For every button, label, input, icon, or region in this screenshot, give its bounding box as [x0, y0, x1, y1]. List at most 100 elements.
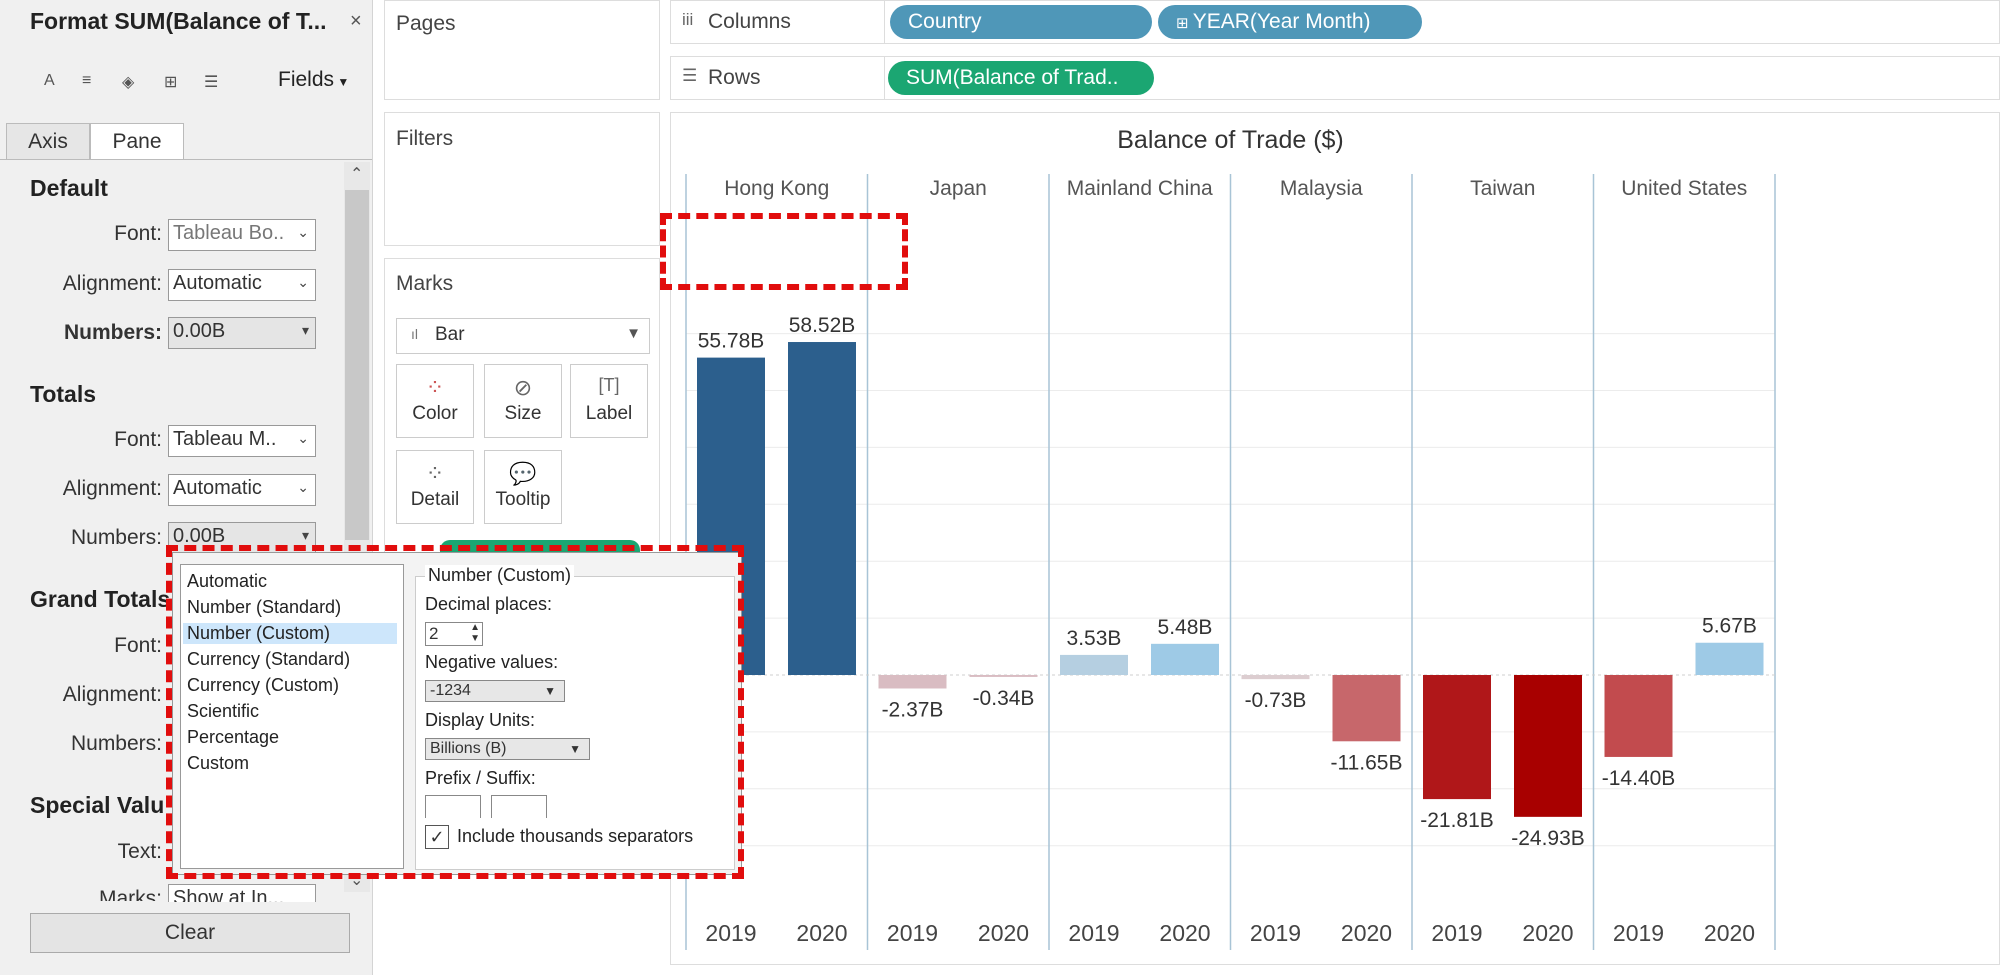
- year-tick-label: 2020: [1159, 920, 1210, 946]
- totals-alignment-label: Alignment:: [62, 477, 162, 500]
- mark-type-value: Bar: [435, 324, 465, 345]
- rows-icon: ☰: [682, 66, 698, 85]
- special-values-heading: Special Valu: [30, 792, 165, 818]
- default-alignment-value: Automatic: [173, 272, 262, 294]
- shading-icon[interactable]: ◈: [122, 74, 135, 91]
- suffix-input[interactable]: [491, 795, 547, 818]
- grand-totals-heading: Grand Totals: [30, 586, 171, 612]
- chevron-down-icon: ⌄: [297, 224, 309, 240]
- country-header: United States: [1621, 177, 1747, 200]
- year-tick-label: 2020: [1522, 920, 1573, 946]
- scroll-up-icon[interactable]: ⌃: [350, 166, 364, 183]
- balance-pill[interactable]: SUM(Balance of Trad..: [888, 61, 1154, 95]
- default-heading: Default: [30, 175, 108, 201]
- marks-title: Marks: [396, 272, 454, 295]
- option-currency-standard[interactable]: Currency (Standard): [187, 649, 351, 669]
- caret-down-icon: ▼: [626, 325, 641, 342]
- data-label: -0.73B: [1245, 689, 1307, 712]
- label-label: Label: [585, 403, 633, 424]
- label-button[interactable]: [T] Label: [570, 364, 648, 438]
- totals-font-label: Font:: [114, 428, 162, 451]
- display-units-select[interactable]: Billions (B) ▼: [425, 738, 590, 760]
- country-pill[interactable]: Country: [890, 5, 1152, 39]
- grand-totals-font-label: Font:: [114, 634, 162, 657]
- negative-values-value: -1234: [430, 682, 471, 699]
- number-format-list[interactable]: Automatic Number (Standard) Number (Cust…: [180, 564, 404, 869]
- option-scientific[interactable]: Scientific: [187, 701, 260, 721]
- scrollbar-thumb[interactable]: [345, 190, 369, 540]
- thousands-checkbox[interactable]: ✓: [425, 825, 449, 849]
- default-font-label: Font:: [114, 222, 162, 245]
- detail-label: Detail: [410, 489, 460, 510]
- year-tick-label: 2020: [1704, 920, 1755, 946]
- fields-dropdown[interactable]: Fields ▼: [278, 68, 349, 92]
- default-font-select[interactable]: Tableau Bo.. ⌄: [168, 219, 316, 251]
- pages-card[interactable]: [384, 0, 660, 100]
- special-text-label: Text:: [117, 840, 162, 863]
- totals-alignment-select[interactable]: Automatic ⌄: [168, 474, 316, 506]
- caret-down-icon: ▼: [569, 742, 581, 756]
- tab-axis[interactable]: Axis: [6, 123, 90, 160]
- clear-button[interactable]: Clear: [30, 913, 350, 953]
- bar: [1241, 675, 1310, 680]
- negative-values-select[interactable]: -1234 ▼: [425, 680, 565, 702]
- option-currency-custom[interactable]: Currency (Custom): [187, 675, 340, 695]
- bar: [1514, 675, 1582, 817]
- default-numbers-select[interactable]: 0.00B ▾: [168, 317, 316, 349]
- totals-numbers-select[interactable]: 0.00B ▾: [168, 522, 316, 554]
- columns-icon: iii: [682, 10, 694, 29]
- data-label: -2.37B: [882, 698, 944, 721]
- color-button[interactable]: ⁘ Color: [396, 364, 474, 438]
- option-automatic[interactable]: Automatic: [187, 571, 268, 591]
- lines-icon[interactable]: ☰: [204, 74, 219, 91]
- tab-pane[interactable]: Pane: [90, 123, 184, 160]
- group-title: Number (Custom): [425, 565, 575, 586]
- year-tick-label: 2019: [1431, 920, 1482, 946]
- country-header: Mainland China: [1067, 177, 1213, 200]
- totals-numbers-label: Numbers:: [70, 526, 162, 549]
- thousands-label: Include thousands separators: [457, 826, 694, 846]
- close-icon[interactable]: ×: [350, 10, 362, 32]
- pages-title: Pages: [396, 12, 456, 35]
- default-numbers-label: Numbers:: [63, 321, 162, 344]
- year-tick-label: 2020: [1341, 920, 1392, 946]
- special-marks-select[interactable]: Show at In...: [168, 884, 316, 902]
- data-label: -11.65B: [1331, 751, 1403, 774]
- rows-label: Rows: [708, 66, 761, 89]
- option-number-custom[interactable]: Number (Custom): [183, 623, 397, 644]
- filters-card[interactable]: [384, 112, 660, 246]
- font-icon[interactable]: A: [44, 72, 55, 89]
- totals-numbers-value: 0.00B: [173, 525, 226, 547]
- size-icon: ⊘: [513, 375, 533, 400]
- option-number-standard[interactable]: Number (Standard): [187, 597, 342, 617]
- grand-totals-numbers-label: Numbers:: [70, 732, 162, 755]
- year-tick-label: 2020: [978, 920, 1029, 946]
- data-label: -24.93B: [1511, 827, 1585, 850]
- size-button[interactable]: ⊘ Size: [484, 364, 562, 438]
- color-icon: ⁘: [425, 375, 445, 400]
- bar: [1695, 642, 1764, 675]
- tooltip-icon: 💬: [509, 461, 537, 486]
- year-pill[interactable]: ⊞ YEAR(Year Month): [1158, 5, 1422, 39]
- detail-button[interactable]: ⁘ Detail: [396, 450, 474, 524]
- option-percentage[interactable]: Percentage: [187, 727, 280, 747]
- tooltip-button[interactable]: 💬 Tooltip: [484, 450, 562, 524]
- expand-icon: ⊞: [1176, 15, 1193, 32]
- totals-font-select[interactable]: Tableau M.. ⌄: [168, 425, 316, 457]
- mark-type-select[interactable]: ıl Bar ▼: [396, 318, 650, 354]
- default-alignment-select[interactable]: Automatic ⌄: [168, 269, 316, 301]
- filters-title: Filters: [396, 127, 454, 150]
- prefix-input[interactable]: [425, 795, 481, 818]
- bar: [878, 675, 947, 689]
- chart-area: [670, 112, 2000, 965]
- fields-label: Fields: [278, 68, 335, 91]
- align-icon[interactable]: ≡: [82, 72, 92, 89]
- option-custom[interactable]: Custom: [187, 753, 250, 773]
- rows-shelf[interactable]: [670, 56, 2000, 100]
- decimal-places-input[interactable]: 2 ▲ ▼: [425, 622, 483, 646]
- year-tick-label: 2019: [887, 920, 938, 946]
- columns-label: Columns: [708, 10, 791, 33]
- bar-chart: Balance of Trade ($) Hong Kong 55.78B 2019 5…: [685, 126, 1776, 950]
- borders-icon[interactable]: ⊞: [164, 74, 178, 91]
- bar: [1332, 675, 1401, 742]
